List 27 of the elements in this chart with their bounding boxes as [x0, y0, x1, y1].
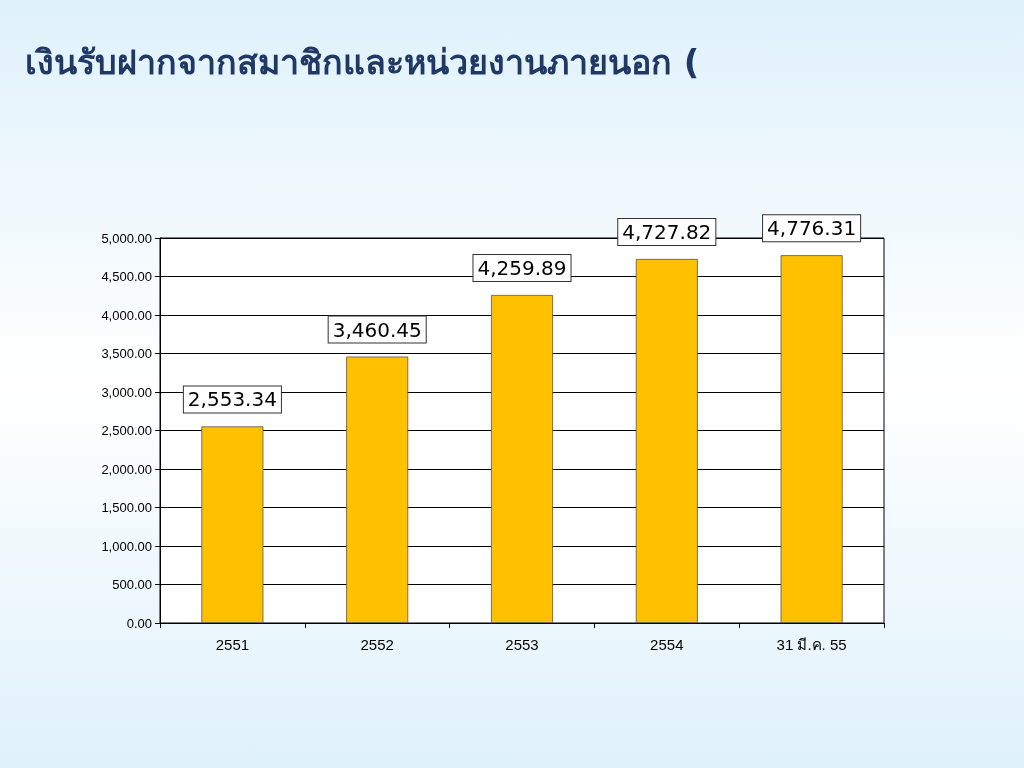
y-tick-label: 3,500.00 [101, 346, 152, 361]
data-label: 4,259.89 [477, 255, 567, 280]
y-tick-label: 0.00 [126, 615, 152, 631]
y-tick-label: 3,000.00 [101, 384, 152, 400]
y-tick-label: 4,000.00 [101, 307, 152, 323]
x-tick-label: 2552 [360, 636, 394, 653]
bar [635, 258, 698, 623]
bar [201, 426, 264, 623]
bar [491, 294, 553, 623]
y-tick-label: 5,000.00 [101, 230, 152, 246]
chart-title: เงินรับฝากจากสมาชิกและหน่วยงานภายนอก ( [25, 42, 700, 82]
x-tick-label: 31 มี.ค. 55 [776, 636, 847, 653]
x-tick-label: 2551 [215, 636, 250, 653]
x-tick-label: 2553 [505, 636, 539, 653]
y-tick-label: 500.00 [112, 577, 152, 592]
y-tick-label: 1,000.00 [101, 538, 152, 554]
y-tick-label: 1,500.00 [101, 500, 152, 515]
data-label: 4,727.82 [622, 219, 712, 244]
data-label: 4,776.31 [767, 216, 857, 241]
data-label: 3,460.45 [332, 317, 422, 342]
data-label: 2,553.34 [187, 387, 277, 412]
y-tick-label: 2,500.00 [101, 423, 152, 438]
x-tick-label: 2554 [650, 636, 684, 653]
y-tick-label: 4,500.00 [101, 269, 152, 284]
bar [346, 356, 409, 623]
bar [780, 255, 843, 623]
y-tick-label: 2,000.00 [101, 461, 152, 477]
